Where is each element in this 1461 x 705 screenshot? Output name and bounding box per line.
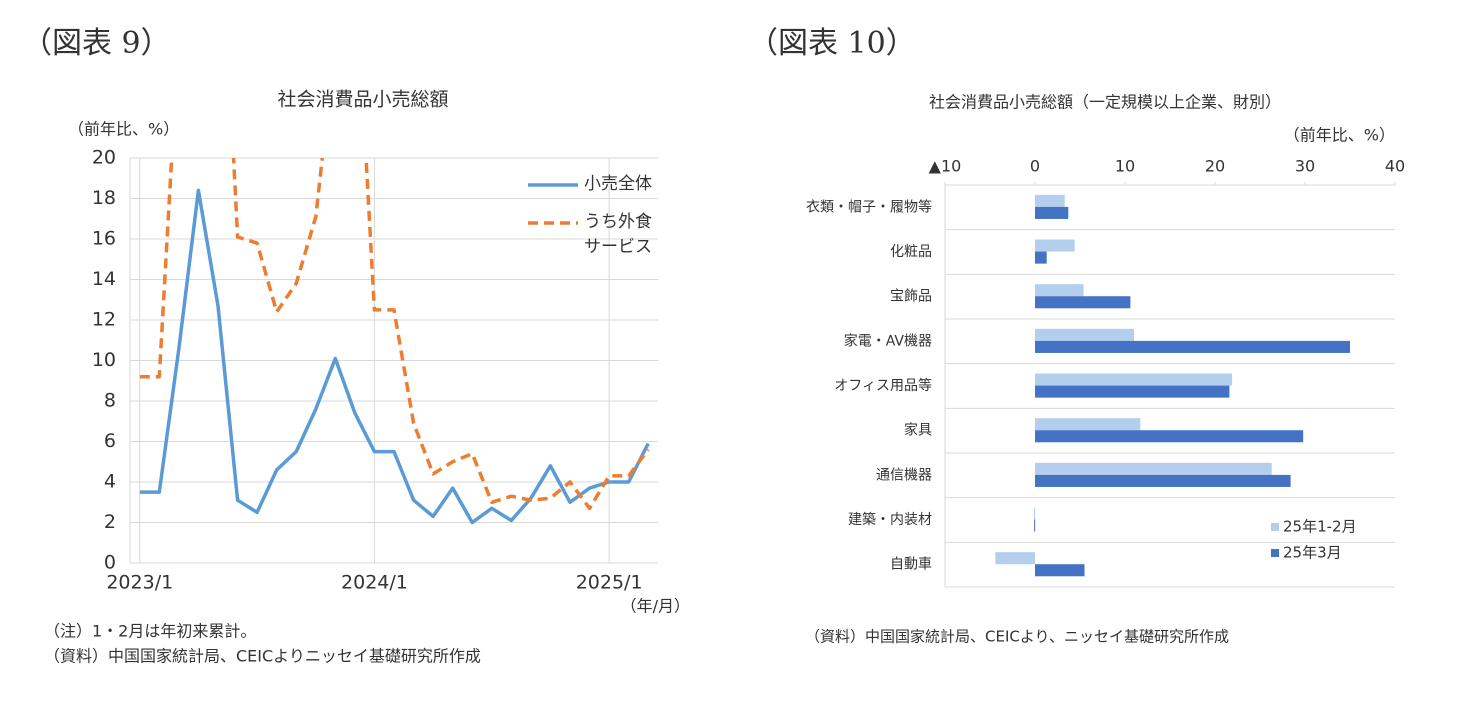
y-tick-label: 4: [104, 471, 116, 493]
y-tick-label: 14: [92, 268, 116, 290]
bar: [1035, 385, 1230, 398]
bar: [1035, 239, 1075, 252]
series-line: [139, 188, 650, 525]
y-tick-label: 2: [104, 511, 116, 533]
y-tick-label: 20: [92, 147, 116, 169]
y-tick-label: 通信機器: [876, 467, 932, 483]
x-tick-label: 20: [1205, 157, 1225, 176]
legend-swatch: [1271, 549, 1279, 557]
y-axis-label: （前年比、%）: [68, 120, 179, 139]
bar: [995, 552, 1035, 565]
y-tick-label: 家具: [904, 422, 932, 439]
bar: [1035, 474, 1291, 487]
figure-label: （図表 9）: [22, 26, 171, 61]
note: （資料）中国国家統計局、CEICよりニッセイ基礎研究所作成: [44, 647, 481, 666]
bar: [1035, 340, 1350, 353]
bar: [1035, 430, 1304, 443]
bar: [1035, 296, 1131, 309]
legend-swatch: [1271, 523, 1279, 531]
y-tick-label: 18: [92, 187, 116, 209]
bar: [1034, 519, 1036, 532]
legend-label: 25年3月: [1283, 544, 1342, 562]
legend-label: 小売全体: [584, 174, 652, 194]
bar: [1035, 564, 1085, 577]
legend-label-box: 小売全体: [584, 174, 652, 194]
bar: [1035, 462, 1272, 475]
note: （注）1・2月は年初来累計。: [44, 622, 256, 641]
legend-label-box: うち外食サービス: [584, 212, 652, 257]
x-tick-label: 0: [1030, 157, 1040, 176]
y-tick-label: 10: [92, 349, 116, 371]
x-tick-label: 10: [1115, 157, 1135, 176]
y-tick-label: 家電・AV機器: [844, 332, 932, 349]
y-tick-label: 0: [104, 552, 116, 574]
bar: [1035, 206, 1069, 219]
note: （資料）中国国家統計局、CEICより、ニッセイ基礎研究所作成: [805, 628, 1229, 646]
y-tick-label: 衣類・帽子・履物等: [806, 198, 932, 215]
bar: [1035, 194, 1065, 207]
y-tick-label: オフィス用品等: [834, 377, 932, 394]
x-tick-label: 2023/1: [106, 572, 173, 594]
y-tick-label: 建築・内装材: [848, 512, 932, 528]
y-tick-label: 6: [104, 430, 116, 452]
y-tick-label: 8: [104, 390, 116, 412]
bar: [1035, 284, 1084, 297]
x-tick-label: 30: [1295, 157, 1315, 176]
legend-label: うち外食サービス: [584, 212, 652, 257]
y-tick-label: 宝飾品: [890, 289, 932, 305]
y-tick-label: 化粧品: [890, 244, 932, 260]
y-tick-label: 12: [92, 309, 116, 331]
bar: [1035, 418, 1141, 431]
x-tick-label: 2025/1: [576, 572, 643, 594]
x-tick-label: 40: [1385, 157, 1405, 176]
figure-label: （図表 10）: [748, 26, 916, 61]
x-axis-label: （年/月）: [621, 597, 690, 616]
x-axis-label: （前年比、%）: [1284, 126, 1395, 145]
legend-label: 25年1-2月: [1283, 518, 1357, 536]
x-tick-label: 2024/1: [341, 572, 408, 594]
y-tick-label: 自動車: [890, 556, 932, 573]
bar: [1035, 373, 1233, 386]
chart-title: 社会消費品小売総額: [277, 89, 448, 111]
bar: [1034, 507, 1036, 520]
chart-title: 社会消費品小売総額（一定規模以上企業、財別）: [929, 93, 1281, 112]
bar: [1035, 328, 1134, 341]
y-tick-label: 16: [92, 228, 116, 250]
bar: [1035, 251, 1047, 264]
x-tick-label: ▲10: [929, 157, 962, 176]
series-line: [139, 158, 650, 511]
